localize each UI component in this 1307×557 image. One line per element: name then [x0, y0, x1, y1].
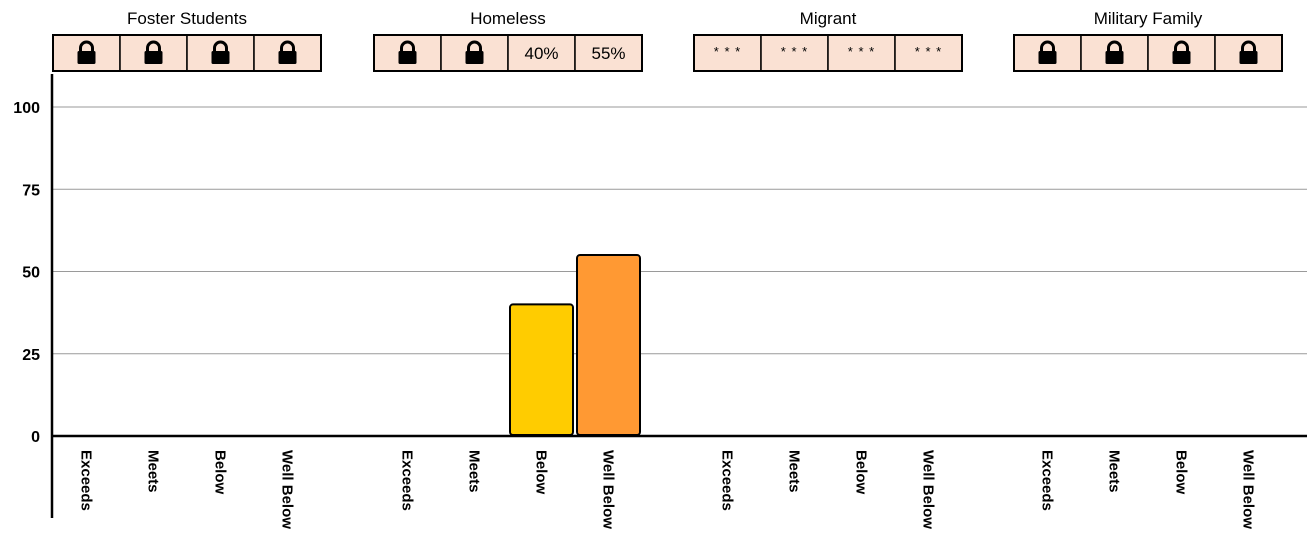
lock-icon	[1038, 40, 1057, 64]
gridlines	[52, 106, 1307, 355]
lock-icon	[398, 40, 417, 64]
cell-strip-frame	[1013, 34, 1283, 72]
group-military-family: Military Family	[1013, 9, 1283, 72]
x-tick-label: Meets	[1106, 450, 1123, 493]
group-title: Foster Students	[127, 9, 247, 28]
percent-value: 55%	[591, 44, 625, 63]
bars	[509, 254, 641, 436]
suppressed-value: * * *	[714, 44, 741, 59]
x-tick-labels: Exceeds Meets Below Well Below Exceeds Meets B…	[78, 450, 1257, 529]
group-migrant: Migrant * * * * * * * * * * * *	[693, 9, 963, 72]
lock-icon	[1172, 40, 1191, 64]
x-tick-label: Exceeds	[78, 450, 95, 511]
x-tick-label: Well Below	[600, 450, 617, 529]
cell-strip-frame	[373, 34, 643, 72]
y-tick-label: 0	[31, 429, 40, 446]
group-homeless: Homeless 40% 55%	[373, 9, 643, 72]
x-tick-label: Exceeds	[719, 450, 736, 511]
cell-strip-frame	[693, 34, 963, 72]
y-tick-label: 100	[13, 100, 40, 117]
group-title: Homeless	[470, 9, 546, 28]
x-tick-label: Meets	[145, 450, 162, 493]
value-cell	[894, 34, 963, 72]
x-tick-label: Below	[212, 450, 229, 495]
percent-value: 40%	[524, 44, 558, 63]
x-tick-label: Below	[1173, 450, 1190, 495]
x-tick-label: Well Below	[279, 450, 296, 529]
x-tick-label: Below	[533, 450, 550, 495]
x-tick-label: Exceeds	[399, 450, 416, 511]
group-title: Migrant	[800, 9, 857, 28]
lock-icon	[465, 40, 484, 64]
y-tick-label: 25	[22, 347, 40, 364]
value-cell	[827, 34, 896, 72]
lock-icon	[77, 40, 96, 64]
axes	[50, 74, 1307, 518]
cell-strip-frame	[52, 34, 322, 72]
group-headers: Foster Students Homeless 40% 55% Migrant * * …	[52, 9, 1283, 72]
value-cell	[760, 34, 829, 72]
x-tick-label: Meets	[466, 450, 483, 493]
lock-icon	[1239, 40, 1258, 64]
bar-well-below	[576, 254, 641, 436]
suppressed-value: * * *	[781, 44, 808, 59]
y-tick-label: 50	[22, 265, 40, 282]
y-tick-labels: 0 25 50 75 100	[13, 100, 40, 446]
x-tick-label: Meets	[786, 450, 803, 493]
bar-below	[509, 303, 574, 436]
group-title: Military Family	[1094, 9, 1203, 28]
suppressed-value: * * *	[848, 44, 875, 59]
group-foster-students: Foster Students	[52, 9, 322, 72]
lock-icon	[278, 40, 297, 64]
x-tick-label: Below	[853, 450, 870, 495]
suppressed-value: * * *	[915, 44, 942, 59]
lock-icon	[211, 40, 230, 64]
x-tick-label: Well Below	[1240, 450, 1257, 529]
lock-icon	[144, 40, 163, 64]
x-tick-label: Well Below	[920, 450, 937, 529]
y-tick-label: 75	[22, 182, 40, 199]
x-tick-label: Exceeds	[1039, 450, 1056, 511]
lock-icon	[1105, 40, 1124, 64]
